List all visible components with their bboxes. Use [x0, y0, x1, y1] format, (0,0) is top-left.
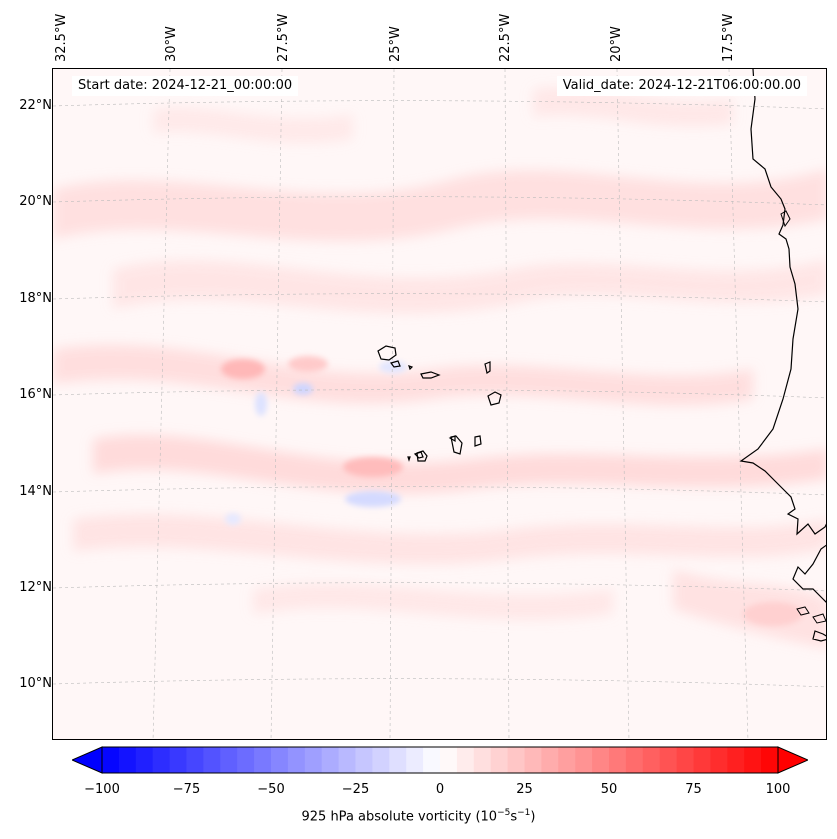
lat-label-12n: 12°N: [19, 580, 52, 595]
colorbar-cell: [541, 747, 559, 773]
lon-label-22-5w: 22.5°W: [498, 13, 513, 62]
start-date-label: Start date: 2024-12-21_00:00:00: [72, 76, 299, 96]
colorbar-cell: [304, 747, 323, 773]
colorbar-cell: [372, 747, 390, 773]
colorbar-cell: [102, 747, 120, 773]
lat-label-18n: 18°N: [19, 291, 52, 306]
colorbar-tick-label: 100: [765, 782, 791, 797]
colorbar-cell: [761, 747, 779, 773]
graticule: [53, 69, 826, 739]
colorbar-max-arrow: [777, 746, 808, 774]
colorbar-tick-label: −25: [341, 782, 370, 797]
colorbar-cell: [440, 747, 458, 773]
africa-coastline: [739, 69, 826, 642]
vorticity-cores: [221, 356, 803, 626]
colorbar-cell: [642, 747, 661, 773]
colorbar-cell: [406, 747, 424, 773]
colorbar-cell: [271, 747, 289, 773]
lat-label-16n: 16°N: [19, 387, 52, 402]
colorbar-cell: [592, 747, 610, 773]
colorbar-tick-label: 0: [435, 782, 445, 797]
colorbar-tick-label: −100: [84, 782, 120, 797]
cape-verde-islands: [377, 345, 502, 462]
vorticity-map: [53, 69, 826, 739]
colorbar-cell: [676, 747, 694, 773]
valid-date-label: Valid_date: 2024-12-21T06:00:00.00: [556, 76, 807, 96]
coastal-islands: [780, 210, 826, 624]
lon-label-30w: 30°W: [164, 26, 179, 62]
lon-label-32-5w: 32.5°W: [54, 13, 69, 62]
colorbar-tick-label: 75: [685, 782, 702, 797]
colorbar-cell: [625, 747, 644, 773]
lat-label-10n: 10°N: [19, 676, 52, 691]
colorbar-cell: [237, 747, 255, 773]
map-panel[interactable]: [52, 68, 827, 740]
lon-label-20w: 20°W: [609, 26, 624, 62]
colorbar-cell: [609, 747, 627, 773]
colorbar-cell: [118, 747, 137, 773]
colorbar-tick-label: −75: [172, 782, 201, 797]
colorbar-cell: [152, 747, 171, 773]
colorbar-cell: [321, 747, 340, 773]
colorbar-cell: [135, 747, 154, 773]
colorbar-cell: [507, 747, 525, 773]
colorbar-tick-label: −50: [257, 782, 285, 797]
lon-label-17-5w: 17.5°W: [721, 13, 736, 62]
colorbar-cell: [203, 747, 221, 773]
colorbar-cell: [710, 747, 728, 773]
colorbar-cell: [490, 747, 509, 773]
lat-label-20n: 20°N: [19, 194, 52, 209]
colorbar-label: 925 hPa absolute vorticity (10−5s−1): [301, 808, 536, 825]
colorbar-cell: [659, 747, 678, 773]
colorbar-cell: [423, 747, 441, 773]
colorbar-tick-label: 50: [600, 782, 618, 797]
colorbar-cell: [254, 747, 272, 773]
colorbar-cell: [473, 747, 492, 773]
colorbar-cell: [355, 747, 373, 773]
colorbar-cell: [220, 747, 238, 773]
colorbar: [72, 746, 808, 774]
colorbar-cell: [727, 747, 745, 773]
colorbar-cell: [693, 747, 711, 773]
colorbar-cell: [456, 747, 475, 773]
colorbar-border: [101, 746, 779, 774]
colorbar-cell: [744, 747, 762, 773]
colorbar-cell: [524, 747, 542, 773]
lat-label-14n: 14°N: [19, 484, 52, 499]
colorbar-min-arrow: [72, 746, 103, 774]
lat-label-22n: 22°N: [19, 98, 52, 113]
colorbar-cell: [287, 747, 306, 773]
lon-label-27-5w: 27.5°W: [276, 13, 291, 62]
colorbar-cell: [389, 747, 407, 773]
colorbar-cell: [186, 747, 204, 773]
colorbar-tick-label: 25: [516, 782, 533, 797]
colorbar-cell: [558, 747, 576, 773]
colorbar-cell: [338, 747, 356, 773]
lon-label-25w: 25°W: [388, 26, 403, 62]
colorbar-cell: [169, 747, 187, 773]
colorbar-cell: [575, 747, 593, 773]
vorticity-field: [53, 86, 826, 649]
